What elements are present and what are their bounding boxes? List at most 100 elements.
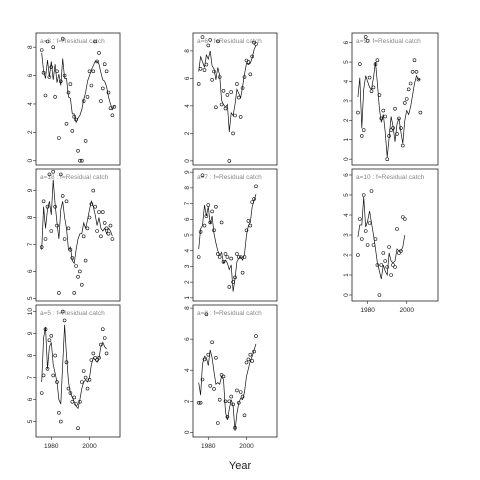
y-tick-label: 7 <box>27 242 34 246</box>
data-point <box>47 338 52 343</box>
data-point <box>101 86 105 91</box>
data-point <box>198 400 203 405</box>
data-point <box>81 234 86 239</box>
data-point <box>395 132 399 136</box>
panel-title: a=9 : f=Residual catch <box>356 38 421 45</box>
y-tick-label: 0 <box>184 159 191 163</box>
data-point <box>204 312 209 317</box>
series-line <box>198 45 257 133</box>
data-point <box>369 189 374 193</box>
data-point <box>406 87 411 92</box>
panel-frame <box>351 32 439 166</box>
data-point <box>399 249 403 253</box>
data-point <box>95 59 99 64</box>
data-point <box>62 237 67 241</box>
data-point <box>225 414 230 419</box>
data-point <box>225 93 230 97</box>
panel-8: a=10 : f=Residual catch 0 1 2 3 4 5 6 1980 2000 <box>343 168 439 314</box>
data-point <box>87 377 92 382</box>
data-point <box>81 369 86 373</box>
data-point <box>80 380 84 384</box>
data-point <box>70 256 75 260</box>
panel-title: a=3 : f=Residual catch <box>40 38 105 45</box>
data-point <box>39 48 44 52</box>
data-point <box>204 214 209 218</box>
data-point <box>91 188 96 193</box>
series-line <box>198 343 257 431</box>
data-point <box>221 89 226 93</box>
data-point <box>72 395 76 400</box>
y-tick-label: 9 <box>27 188 34 192</box>
panel-frame <box>35 168 121 302</box>
y-tick-label: 4 <box>184 104 191 108</box>
data-point <box>104 69 109 74</box>
data-point <box>214 105 218 110</box>
data-point <box>47 172 52 177</box>
data-point <box>43 93 48 98</box>
data-point <box>381 108 386 113</box>
data-point <box>400 215 405 219</box>
data-point <box>375 58 380 63</box>
data-point <box>66 386 71 391</box>
data-point <box>365 243 370 247</box>
data-point <box>248 352 253 357</box>
data-point <box>219 102 224 107</box>
x-tick-label: 2000 <box>399 307 414 314</box>
y-tick-label: 10 <box>27 308 34 316</box>
y-tick-label: 0 <box>343 293 350 297</box>
data-point <box>217 75 222 79</box>
data-point <box>238 390 243 394</box>
y-tick-label: 3 <box>343 99 350 103</box>
data-point <box>76 274 80 279</box>
data-point <box>216 39 220 44</box>
x-tick-label: 1980 <box>360 307 375 314</box>
data-point <box>387 245 391 249</box>
data-point <box>57 291 61 295</box>
data-point <box>250 54 254 59</box>
data-point <box>387 134 391 138</box>
data-point <box>108 106 113 110</box>
data-point <box>381 251 386 255</box>
y-tick-label: 7 <box>27 375 34 379</box>
data-point <box>237 95 241 100</box>
data-point <box>399 126 403 130</box>
y-tick-label: 4 <box>27 102 34 106</box>
data-point <box>416 77 421 82</box>
data-point <box>49 65 54 69</box>
data-point <box>383 259 388 263</box>
data-point <box>400 143 405 148</box>
data-point <box>252 349 256 354</box>
y-tick-label: 8 <box>184 186 191 190</box>
panel-title: a=10 : f=Residual catch <box>356 174 425 181</box>
data-point <box>219 220 224 225</box>
data-point <box>223 399 228 404</box>
data-point <box>240 86 245 90</box>
data-point <box>240 394 245 399</box>
data-point <box>214 355 218 360</box>
data-point <box>246 219 251 223</box>
y-tick-label: 8 <box>184 306 191 310</box>
data-point <box>57 410 61 415</box>
data-point <box>250 200 254 204</box>
data-point <box>78 269 82 274</box>
data-point <box>206 352 211 357</box>
data-point <box>74 264 78 268</box>
data-point <box>55 223 59 228</box>
data-point <box>246 357 251 362</box>
data-point <box>208 38 212 42</box>
data-point <box>53 95 57 99</box>
y-tick-label: 4 <box>184 368 191 372</box>
data-point <box>58 172 63 177</box>
panel-3: a=5 : f=Residual catch 5 6 7 8 9 10 1980 2000 <box>27 304 121 450</box>
data-point <box>39 245 44 249</box>
data-point <box>91 351 96 356</box>
data-point <box>227 159 232 163</box>
data-point <box>254 184 258 189</box>
panel-2: a=18 : f=Residual catch 5 6 7 8 9 <box>27 168 121 302</box>
data-point <box>229 90 233 94</box>
data-point <box>393 106 397 111</box>
data-point <box>51 169 56 174</box>
x-tick-label: 2000 <box>239 443 254 450</box>
data-point <box>202 357 207 362</box>
data-point <box>110 113 115 118</box>
